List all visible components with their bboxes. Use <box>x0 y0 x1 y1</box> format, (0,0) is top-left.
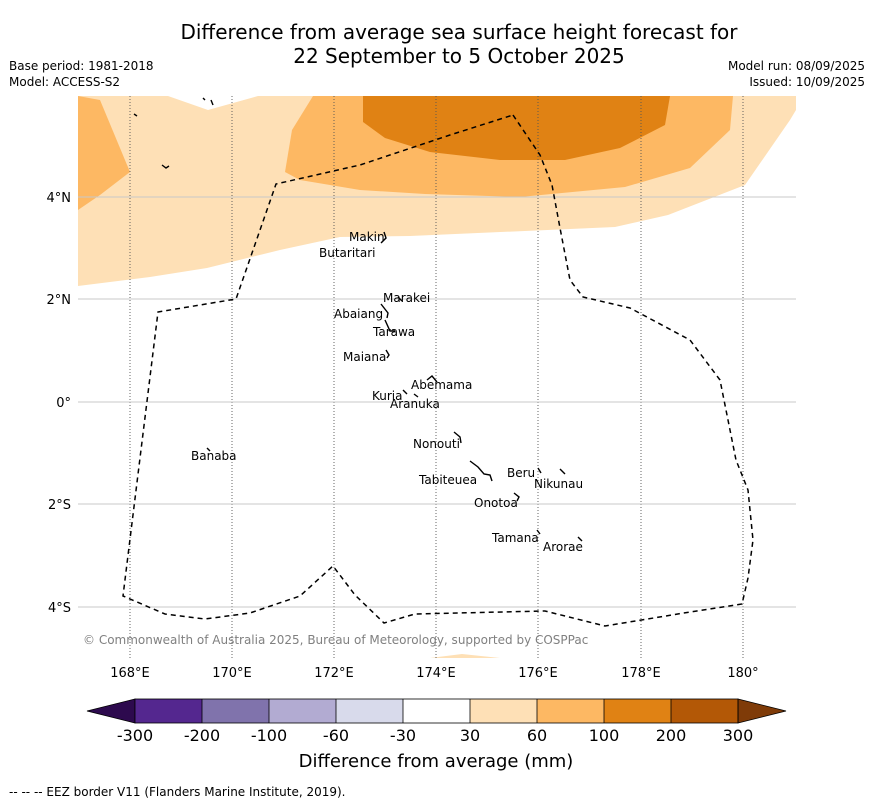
base-period: Base period: 1981-2018 <box>9 59 154 73</box>
lat-tick-4s: 4°S <box>48 601 71 616</box>
colorbar-swatch-4 <box>336 699 403 723</box>
colorbar-title: Difference from average (mm) <box>299 751 574 772</box>
map-title: Difference from average sea surface heig… <box>0 20 873 68</box>
lon-tick-176e: 176°E <box>518 666 558 681</box>
label-marakei: Marakei <box>383 291 430 305</box>
colorbar-swatch-2 <box>202 699 269 723</box>
colorbar-extend-low <box>86 698 136 724</box>
lon-tick-labels: 168°E 170°E 172°E 174°E 176°E 178°E 180° <box>110 666 758 681</box>
copyright-text: © Commonwealth of Australia 2025, Bureau… <box>83 633 588 647</box>
label-butaritari: Butaritari <box>319 246 376 260</box>
lat-tick-0: 0° <box>56 396 71 411</box>
colorbar-swatch-9 <box>671 699 738 723</box>
lon-tick-174e: 174°E <box>416 666 456 681</box>
graticule <box>78 96 796 658</box>
colorbar-tick-8: 100 <box>589 726 620 745</box>
label-maiana: Maiana <box>343 350 386 364</box>
colorbar-tick-4: -60 <box>323 726 349 745</box>
colorbar-tick-2: -200 <box>184 726 220 745</box>
colorbar-swatch-7 <box>537 699 604 723</box>
colorbar-swatch-1 <box>135 699 202 723</box>
lat-tick-4n: 4°N <box>47 191 72 206</box>
lat-tick-labels: 4°N 2°N 0° 2°S 4°S <box>47 191 72 616</box>
contour-100-200 <box>363 96 670 160</box>
colorbar-swatch-6 <box>470 699 537 723</box>
lon-tick-168e: 168°E <box>110 666 150 681</box>
lon-tick-180: 180° <box>727 666 758 681</box>
meta-left: Base period: 1981-2018 Model: ACCESS-S2 <box>9 58 154 90</box>
label-aranuka: Aranuka <box>390 397 440 411</box>
colorbar-tick-labels: -300 -200 -100 -60 -30 30 60 100 200 300 <box>117 726 753 745</box>
label-abaiang: Abaiang <box>334 307 383 321</box>
colorbar-swatch-3 <box>269 699 336 723</box>
colorbar: -300 -200 -100 -60 -30 30 60 100 200 300… <box>86 698 787 772</box>
model-run: Model run: 08/09/2025 <box>727 59 865 73</box>
model-name: Model: ACCESS-S2 <box>9 75 121 89</box>
lon-tick-170e: 170°E <box>212 666 252 681</box>
colorbar-tick-6: 30 <box>460 726 480 745</box>
label-abemama: Abemama <box>411 378 472 392</box>
colorbar-extend-high <box>737 698 787 724</box>
label-tarawa: Tarawa <box>372 325 415 339</box>
eez-footnote: -- -- -- EEZ border V11 (Flanders Marine… <box>9 785 346 799</box>
colorbar-tick-1: -300 <box>117 726 153 745</box>
map-panel: Makin Butaritari Marakei Abaiang Tarawa … <box>78 96 796 658</box>
colorbar-tick-3: -100 <box>251 726 287 745</box>
label-makin: Makin <box>349 230 385 244</box>
contour-30-60-small <box>430 654 500 658</box>
label-arorae: Arorae <box>543 540 583 554</box>
lon-tick-172e: 172°E <box>314 666 354 681</box>
meta-right: Model run: 08/09/2025 Issued: 10/09/2025 <box>728 58 865 90</box>
lon-tick-178e: 178°E <box>621 666 661 681</box>
colorbar-swatch-8 <box>604 699 671 723</box>
title-line-1: Difference from average sea surface heig… <box>180 20 738 44</box>
label-nonouti: Nonouti <box>413 437 460 451</box>
label-onotoa: Onotoa <box>474 496 518 510</box>
colorbar-tick-9: 200 <box>656 726 687 745</box>
label-beru: Beru <box>507 466 535 480</box>
island-labels: Makin Butaritari Marakei Abaiang Tarawa … <box>191 230 583 554</box>
contour-60-100-west <box>78 96 130 210</box>
islands-outlines <box>133 97 583 542</box>
colorbar-tick-10: 300 <box>723 726 754 745</box>
label-banaba: Banaba <box>191 449 237 463</box>
label-nikunau: Nikunau <box>534 477 583 491</box>
colorbar-swatch-5 <box>403 699 470 723</box>
colorbar-tick-7: 60 <box>527 726 547 745</box>
label-tabiteuea: Tabiteuea <box>418 473 477 487</box>
title-line-2: 22 September to 5 October 2025 <box>293 44 625 68</box>
issued-date: Issued: 10/09/2025 <box>749 75 865 89</box>
lat-tick-2s: 2°S <box>48 498 71 513</box>
colorbar-tick-5: -30 <box>390 726 416 745</box>
lat-tick-2n: 2°N <box>47 293 72 308</box>
label-kuria: Kuria <box>372 389 403 403</box>
label-tamana: Tamana <box>491 531 539 545</box>
